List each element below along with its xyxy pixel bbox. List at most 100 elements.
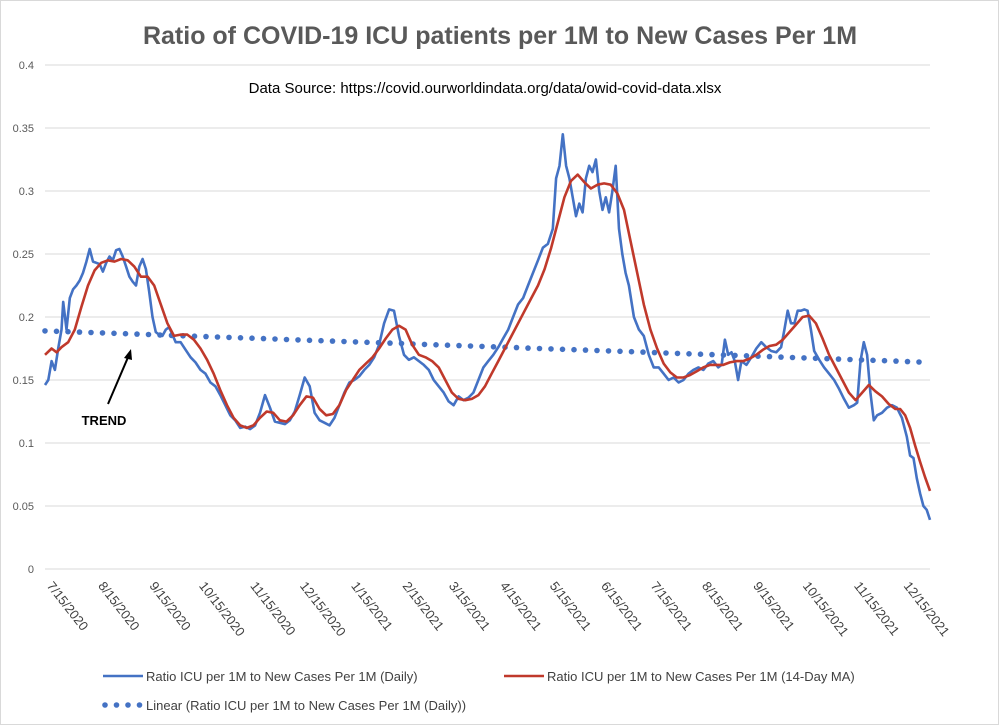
trend-dot — [663, 350, 669, 356]
legend-swatch-linear — [102, 702, 143, 708]
trend-dot — [145, 331, 152, 338]
trend-dot — [870, 357, 876, 364]
x-tick-label: 7/15/2021 — [648, 579, 695, 634]
trend-dot — [318, 337, 324, 344]
trend-dot — [605, 348, 612, 354]
x-tick-label: 10/15/2020 — [196, 579, 248, 640]
trend-dot — [237, 335, 244, 341]
legend-item-daily[interactable]: Ratio ICU per 1M to New Cases Per 1M (Da… — [103, 669, 418, 684]
trend-dot — [341, 338, 347, 345]
trend-annotation: TREND — [82, 349, 132, 428]
trend-dot — [824, 355, 830, 362]
legend-dot — [113, 702, 120, 708]
trend-dot — [893, 358, 899, 364]
x-tick-label: 10/15/2021 — [800, 579, 852, 640]
trend-dot — [42, 328, 48, 334]
trend-dot — [111, 330, 117, 337]
legend-dot — [125, 702, 131, 708]
trend-dot — [904, 358, 911, 365]
trend-dot — [99, 330, 106, 336]
trend-dot — [801, 355, 807, 361]
legend-item-ma[interactable]: Ratio ICU per 1M to New Cases Per 1M (14… — [504, 669, 855, 684]
legend-item-linear[interactable]: Linear (Ratio ICU per 1M to New Cases Pe… — [102, 698, 466, 713]
trend-dot — [686, 351, 692, 357]
trend-dot — [548, 346, 554, 352]
trend-dot — [571, 346, 577, 353]
y-tick-label: 0.3 — [19, 186, 34, 198]
trend-dot — [88, 329, 94, 336]
trend-dot — [387, 340, 393, 346]
trend-dot — [640, 349, 646, 355]
x-tick-label: 2/15/2021 — [400, 579, 447, 634]
trend-dot — [697, 351, 704, 358]
x-tick-label: 6/15/2021 — [598, 579, 645, 634]
trend-dot — [513, 344, 520, 351]
trend-dot — [76, 329, 83, 335]
y-tick-label: 0.15 — [13, 375, 34, 387]
x-tick-label: 7/15/2020 — [44, 579, 91, 634]
trend-dot — [272, 336, 278, 342]
trend-dot — [53, 328, 60, 335]
x-tick-label: 9/15/2021 — [750, 579, 797, 634]
y-tick-label: 0.05 — [13, 501, 34, 513]
series-group — [42, 133, 932, 521]
x-tick-label: 11/15/2021 — [851, 579, 902, 639]
x-tick-label: 12/15/2020 — [297, 579, 349, 640]
x-tick-label: 3/15/2021 — [446, 579, 493, 634]
trend-dot — [778, 354, 784, 360]
legend-dot — [136, 702, 143, 708]
y-tick-label: 0 — [28, 564, 34, 576]
series-linear-trend — [42, 328, 922, 365]
trend-dot — [329, 338, 336, 344]
trend-dot — [881, 357, 888, 364]
y-tick-label: 0.35 — [13, 123, 34, 135]
x-tick-label: 12/15/2021 — [901, 579, 953, 640]
trend-dot — [364, 339, 370, 346]
y-tick-label: 0.4 — [19, 60, 34, 72]
trend-dot — [295, 337, 301, 343]
trend-dot — [916, 359, 922, 365]
x-tick-label: 8/15/2020 — [95, 579, 142, 634]
trend-dot — [203, 333, 209, 340]
legend-dot — [102, 702, 108, 708]
trend-dot — [651, 349, 658, 356]
series-line-daily — [43, 133, 932, 521]
chart-subtitle: Data Source: https://covid.ourworldindat… — [249, 80, 722, 97]
x-tick-label: 8/15/2021 — [699, 579, 746, 634]
x-tick-label: 11/15/2020 — [247, 579, 298, 639]
gridlines — [45, 64, 930, 570]
trend-dot — [214, 334, 221, 340]
trend-arrow-line — [107, 354, 130, 405]
legend-label-linear: Linear (Ratio ICU per 1M to New Cases Pe… — [146, 698, 466, 713]
trend-dot — [766, 353, 773, 360]
x-tick-label: 5/15/2021 — [547, 579, 594, 634]
trend-arrowhead-icon — [124, 349, 132, 360]
trend-dot — [847, 356, 853, 363]
legend-label-daily: Ratio ICU per 1M to New Cases Per 1M (Da… — [146, 669, 418, 684]
trend-dot — [628, 348, 635, 355]
trend-dot — [444, 342, 451, 349]
trend-dot — [352, 339, 359, 345]
trend-dot — [835, 356, 842, 362]
trend-dot — [260, 335, 267, 342]
trend-dot — [525, 345, 531, 351]
trend-dot — [283, 336, 290, 343]
trend-dot — [249, 335, 255, 342]
trend-dot — [743, 353, 750, 359]
x-axis-ticks: 7/15/2020 8/15/2020 9/15/2020 10/15/2020 11/… — [44, 579, 953, 640]
x-tick-label: 1/15/2021 — [348, 579, 395, 634]
series-line-14day-ma — [44, 173, 932, 492]
legend-label-ma: Ratio ICU per 1M to New Cases Per 1M (14… — [547, 669, 855, 684]
trend-dot — [789, 354, 796, 361]
x-tick-label: 9/15/2020 — [147, 579, 194, 634]
legend: Ratio ICU per 1M to New Cases Per 1M (Da… — [102, 669, 855, 713]
trend-dot — [536, 345, 543, 352]
trend-dot — [674, 350, 681, 357]
trend-dot — [306, 337, 313, 344]
trend-dot — [479, 343, 485, 350]
x-tick-label: 4/15/2021 — [497, 579, 544, 634]
y-axis-ticks: 0 0.05 0.1 0.15 0.2 0.25 0.3 0.35 0.4 — [13, 60, 34, 576]
trend-dot — [467, 343, 474, 349]
trend-dot — [226, 334, 232, 341]
